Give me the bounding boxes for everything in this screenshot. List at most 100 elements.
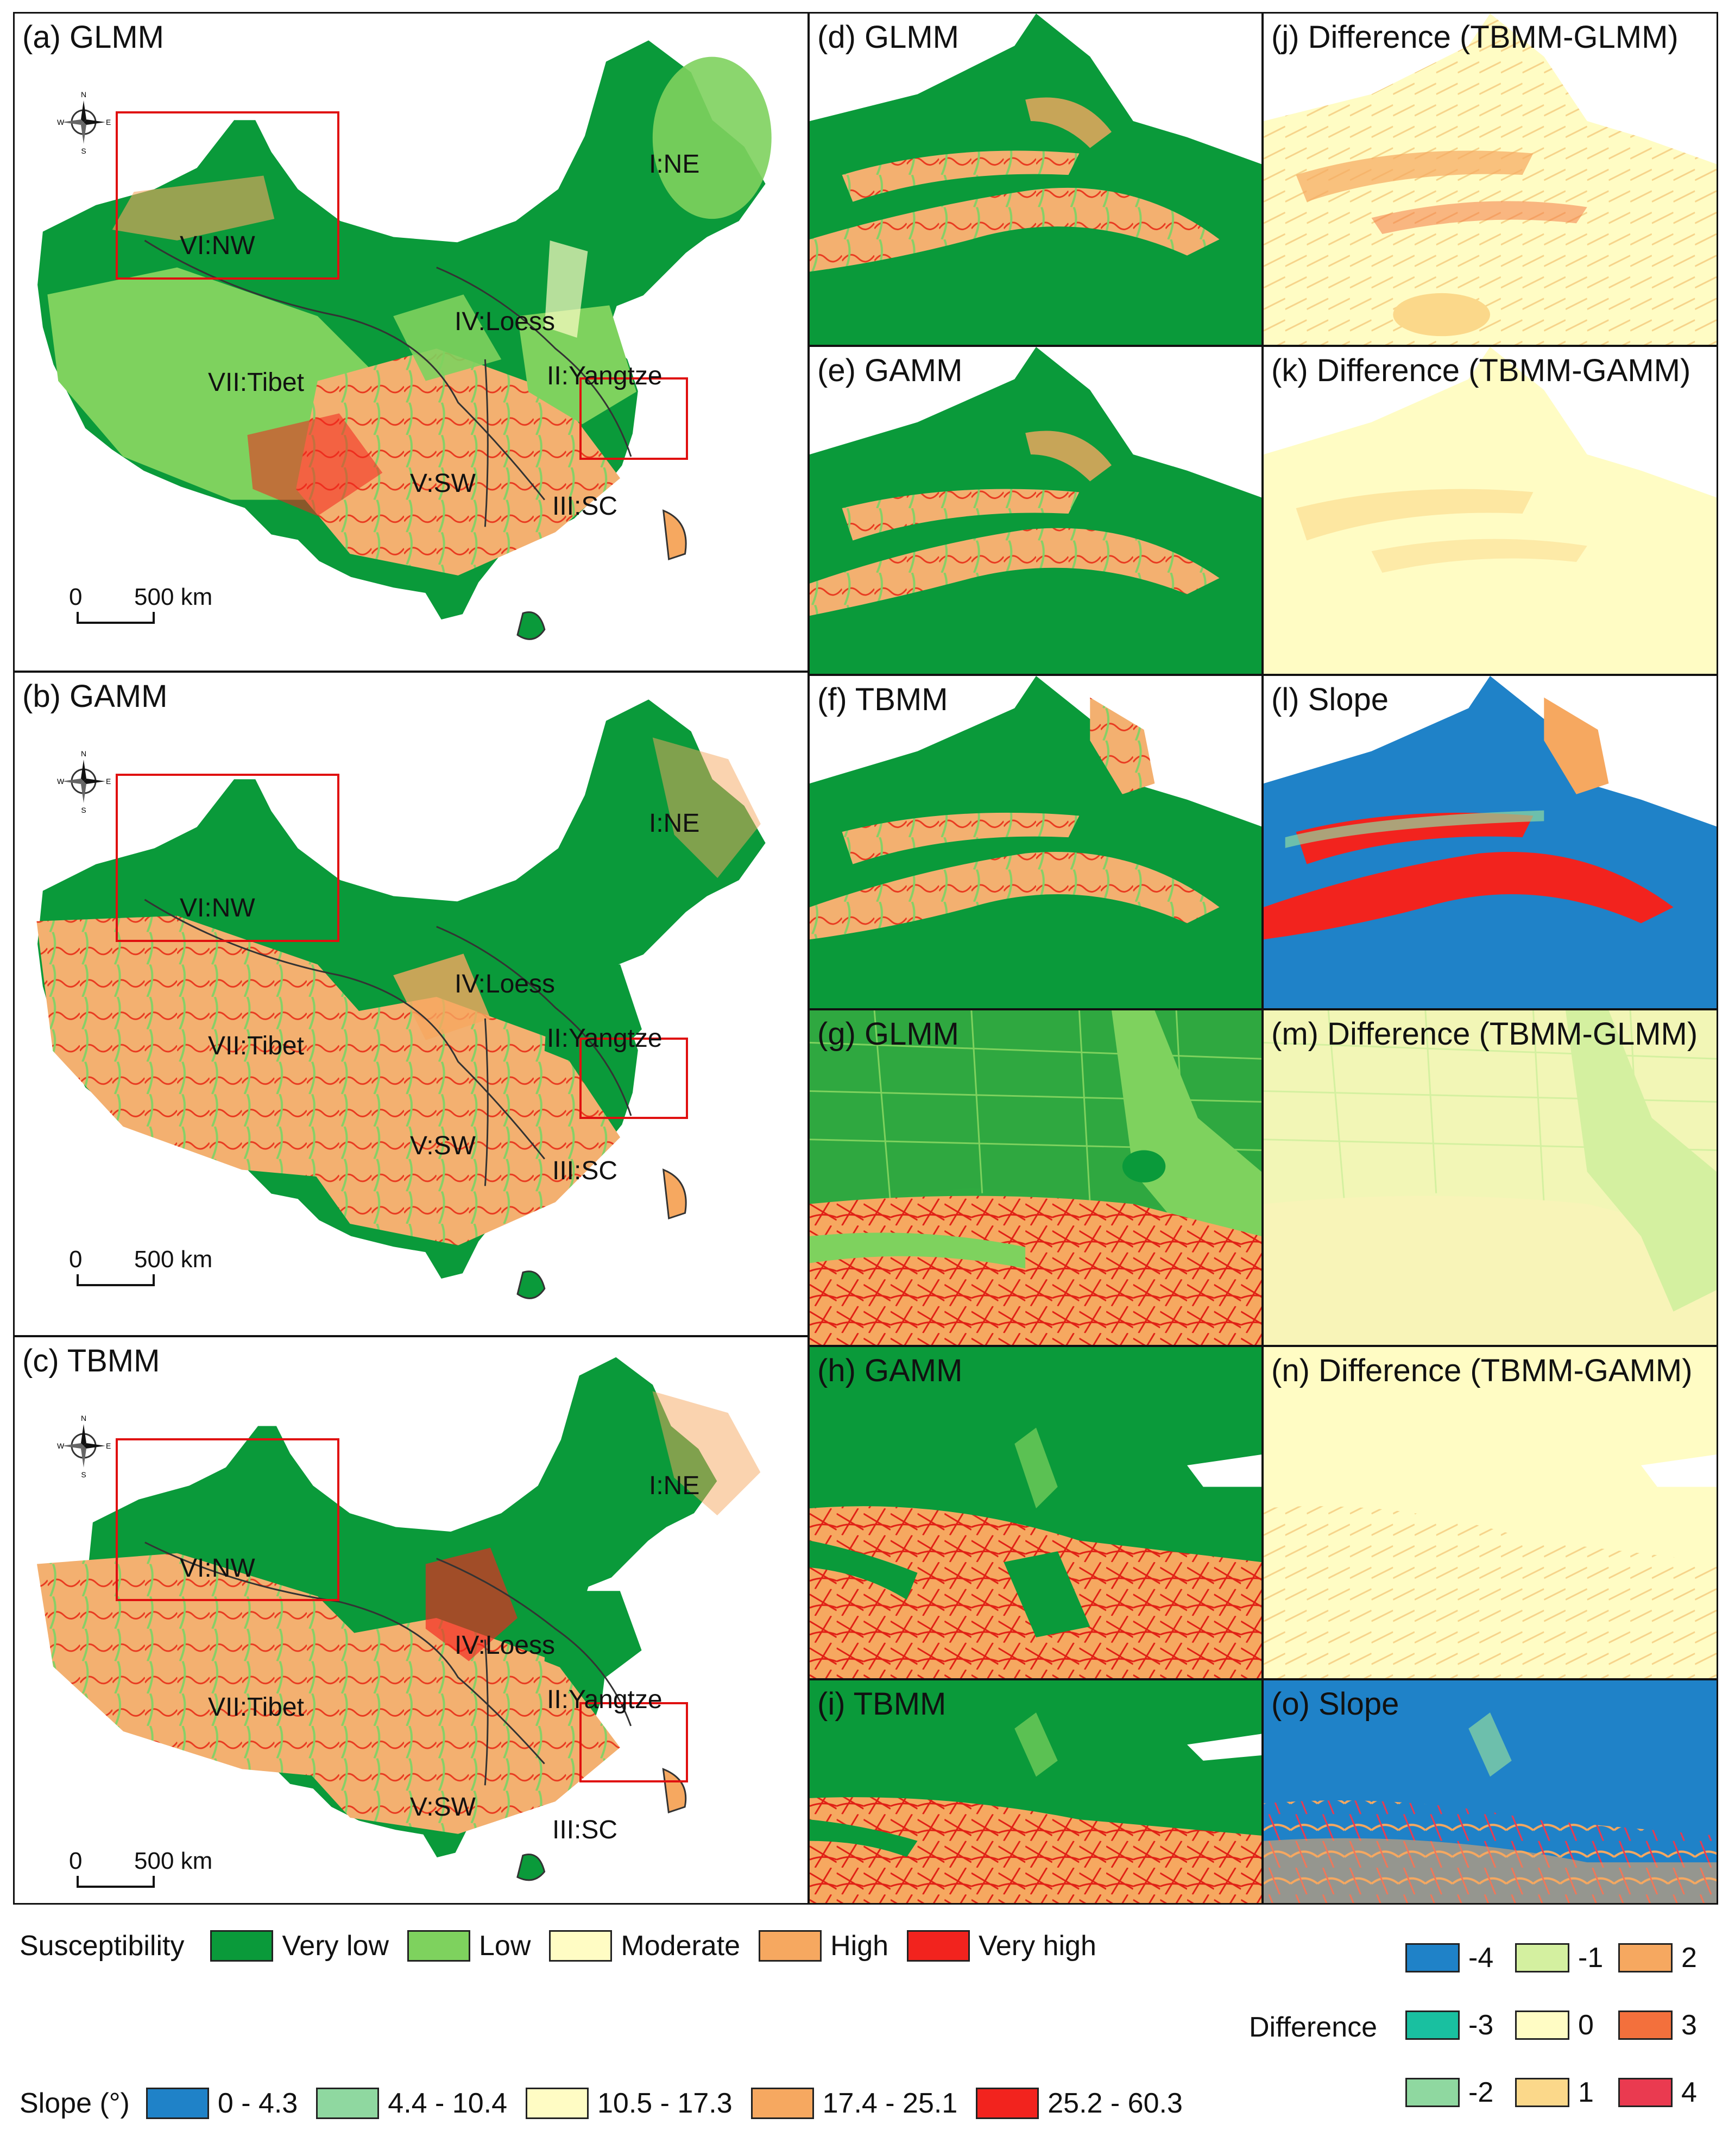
swatch bbox=[1405, 2010, 1460, 2040]
region-label-sc: III:SC bbox=[552, 1156, 618, 1185]
swatch bbox=[549, 1930, 613, 1962]
inset-box-yangtze bbox=[579, 377, 688, 460]
svg-text:N: N bbox=[81, 90, 86, 99]
panel-k-difference-tbmm-gamm-nw: (k) Difference (TBMM-GAMM) bbox=[1262, 345, 1718, 675]
panel-e-label: (e) GAMM bbox=[817, 353, 963, 388]
region-label-ne: I:NE bbox=[649, 809, 700, 838]
legend-item-slope-5: 25.2 - 60.3 bbox=[976, 2087, 1183, 2120]
legend-item-diff-1: 1 bbox=[1515, 2076, 1594, 2109]
swatch bbox=[1405, 2078, 1460, 2107]
scale-bar: 0 500 km bbox=[69, 1246, 212, 1295]
svg-text:W: W bbox=[57, 118, 65, 127]
legend-item-low: Low bbox=[407, 1930, 531, 1962]
panel-k-label: (k) Difference (TBMM-GAMM) bbox=[1271, 353, 1691, 388]
swatch bbox=[210, 1930, 274, 1962]
panel-g-label: (g) GLMM bbox=[817, 1016, 959, 1052]
legend-item-diff-minus4: -4 bbox=[1405, 1942, 1493, 1974]
legend-item-diff-4: 4 bbox=[1618, 2076, 1697, 2109]
panel-c-tbmm-map: (c) TBMM N S W E I:NE VI:NW IV:Loess II:Ya… bbox=[13, 1336, 809, 1905]
svg-text:E: E bbox=[106, 777, 111, 786]
region-label-tibet: VII:Tibet bbox=[208, 1693, 304, 1722]
legend-difference-title: Difference bbox=[1249, 2012, 1378, 2043]
region-label-loess: IV:Loess bbox=[455, 1631, 555, 1660]
panel-i-tbmm-yangtze-inset: (i) TBMM bbox=[808, 1679, 1263, 1905]
region-label-sw: V:SW bbox=[410, 469, 476, 498]
china-susceptibility-map-b bbox=[36, 699, 766, 1299]
legend-item-slope-4: 17.4 - 25.1 bbox=[750, 2087, 957, 2120]
panel-f-tbmm-nw-inset: (f) TBMM bbox=[808, 674, 1263, 1010]
region-label-sc: III:SC bbox=[552, 492, 618, 521]
swatch bbox=[316, 2088, 380, 2119]
svg-text:E: E bbox=[106, 1441, 111, 1450]
region-label-yangtze: II:Yangtze bbox=[547, 1685, 663, 1714]
panel-o-slope-yangtze: (o) Slope bbox=[1262, 1679, 1718, 1905]
panel-h-label: (h) GAMM bbox=[817, 1353, 963, 1388]
legend-item-diff-minus2: -2 bbox=[1405, 2076, 1493, 2109]
legend-susceptibility: Susceptibility Very low Low Moderate Hig… bbox=[20, 1930, 1115, 1962]
legend-item-diff-3: 3 bbox=[1618, 2009, 1697, 2041]
region-label-ne: I:NE bbox=[649, 150, 700, 179]
region-label-tibet: VII:Tibet bbox=[208, 368, 304, 397]
region-label-nw: VI:NW bbox=[180, 1554, 255, 1583]
compass-rose-icon: N S W E bbox=[54, 749, 113, 817]
region-label-loess: IV:Loess bbox=[455, 970, 555, 998]
legend-item-diff-2: 2 bbox=[1618, 1942, 1697, 1974]
swatch bbox=[1405, 1943, 1460, 1972]
region-label-sw: V:SW bbox=[410, 1131, 476, 1160]
panel-h-gamm-yangtze-inset: (h) GAMM bbox=[808, 1345, 1263, 1680]
swatch bbox=[1515, 2010, 1569, 2040]
panel-f-label: (f) TBMM bbox=[817, 682, 948, 717]
region-label-yangtze: II:Yangtze bbox=[547, 362, 663, 390]
swatch bbox=[1618, 1943, 1673, 1972]
region-label-tibet: VII:Tibet bbox=[208, 1032, 304, 1060]
swatch bbox=[907, 1930, 970, 1962]
legend-item-slope-1: 0 - 4.3 bbox=[146, 2087, 298, 2120]
svg-text:S: S bbox=[81, 1470, 86, 1478]
china-susceptibility-map-a bbox=[37, 40, 772, 640]
panel-n-label: (n) Difference (TBMM-GAMM) bbox=[1271, 1353, 1693, 1388]
swatch bbox=[759, 1930, 822, 1962]
legend-slope-title: Slope (°) bbox=[20, 2088, 130, 2119]
panel-d-glmm-nw-inset: (d) GLMM bbox=[808, 12, 1263, 346]
svg-text:E: E bbox=[106, 118, 111, 127]
panel-m-difference-tbmm-glmm-yangtze: (m) Difference (TBMM-GLMM) bbox=[1262, 1009, 1718, 1346]
region-label-sc: III:SC bbox=[552, 1816, 618, 1844]
svg-text:S: S bbox=[81, 806, 86, 814]
legend-item-diff-0: 0 bbox=[1515, 2009, 1594, 2041]
panel-b-label: (b) GAMM bbox=[22, 679, 168, 714]
swatch bbox=[976, 2088, 1039, 2119]
svg-text:W: W bbox=[57, 1441, 65, 1450]
svg-text:N: N bbox=[81, 1414, 86, 1422]
panel-i-label: (i) TBMM bbox=[817, 1686, 947, 1722]
scale-bar: 0 500 km bbox=[69, 1848, 212, 1896]
svg-text:W: W bbox=[57, 777, 65, 786]
panel-g-glmm-yangtze-inset: (g) GLMM bbox=[808, 1009, 1263, 1346]
swatch bbox=[1515, 2078, 1569, 2107]
legend-item-moderate: Moderate bbox=[549, 1930, 740, 1962]
legend-item-slope-2: 4.4 - 10.4 bbox=[316, 2087, 507, 2120]
region-label-nw: VI:NW bbox=[180, 231, 255, 260]
compass-rose-icon: N S W E bbox=[54, 90, 113, 157]
swatch bbox=[1618, 2078, 1673, 2107]
legend-item-very-high: Very high bbox=[907, 1930, 1096, 1962]
compass-rose-icon: N S W E bbox=[54, 1413, 113, 1481]
scale-bar: 0 500 km bbox=[69, 584, 212, 633]
panel-l-label: (l) Slope bbox=[1271, 682, 1389, 717]
panel-d-label: (d) GLMM bbox=[817, 20, 959, 55]
inset-box-nw bbox=[116, 111, 339, 280]
panel-a-glmm-map: (a) GLMM N S W E I:NE VI:NW IV:Loess II:Ya… bbox=[13, 12, 809, 672]
panel-o-label: (o) Slope bbox=[1271, 1686, 1399, 1722]
swatch bbox=[750, 2088, 814, 2119]
svg-text:S: S bbox=[81, 147, 86, 155]
legend-item-diff-minus1: -1 bbox=[1515, 1942, 1603, 1974]
legend-item-very-low: Very low bbox=[210, 1930, 389, 1962]
swatch bbox=[526, 2088, 589, 2119]
swatch bbox=[146, 2088, 209, 2119]
panel-c-label: (c) TBMM bbox=[22, 1343, 160, 1379]
legend-susceptibility-title: Susceptibility bbox=[20, 1930, 185, 1962]
region-label-ne: I:NE bbox=[649, 1471, 700, 1500]
region-label-sw: V:SW bbox=[410, 1793, 476, 1822]
china-susceptibility-map-c bbox=[36, 1357, 761, 1881]
svg-text:N: N bbox=[81, 749, 86, 758]
legend-item-diff-minus3: -3 bbox=[1405, 2009, 1493, 2041]
